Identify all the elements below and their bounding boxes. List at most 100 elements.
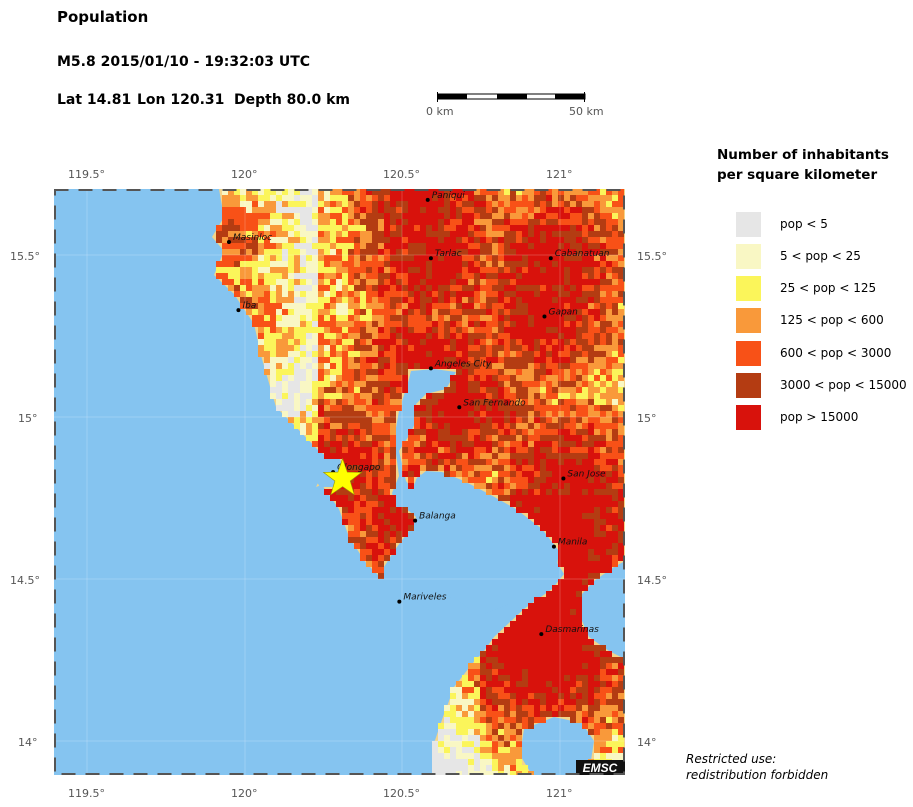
density-cell xyxy=(420,267,426,273)
density-cell xyxy=(480,417,486,423)
density-cell xyxy=(390,549,396,555)
density-cell xyxy=(342,189,348,195)
density-cell xyxy=(540,519,546,525)
density-cell xyxy=(390,243,396,249)
density-cell xyxy=(558,207,564,213)
density-cell xyxy=(546,279,552,285)
density-cell xyxy=(426,213,432,219)
density-cell xyxy=(360,309,366,315)
density-cell xyxy=(456,219,462,225)
density-cell xyxy=(552,357,558,363)
density-cell xyxy=(552,393,558,399)
density-cell xyxy=(468,693,474,699)
density-cell xyxy=(486,291,492,297)
density-cell xyxy=(564,201,570,207)
density-cell xyxy=(240,207,246,213)
density-cell xyxy=(414,201,420,207)
density-cell xyxy=(540,447,546,453)
density-cell xyxy=(324,369,330,375)
density-cell xyxy=(348,417,354,423)
density-cell xyxy=(594,543,600,549)
density-cell xyxy=(222,201,228,207)
density-cell xyxy=(540,291,546,297)
density-cell xyxy=(456,729,462,735)
density-cell xyxy=(522,405,528,411)
density-cell xyxy=(342,195,348,201)
density-cell xyxy=(354,207,360,213)
density-cell xyxy=(462,759,468,765)
density-cell xyxy=(354,447,360,453)
density-cell xyxy=(582,357,588,363)
density-cell xyxy=(462,765,468,771)
density-cell xyxy=(360,237,366,243)
density-cell xyxy=(348,375,354,381)
density-cell xyxy=(246,195,252,201)
density-cell xyxy=(234,207,240,213)
density-cell xyxy=(564,537,570,543)
density-cell xyxy=(264,195,270,201)
density-cell xyxy=(600,483,606,489)
city-dot xyxy=(548,256,553,261)
population-map[interactable]: Paniqui Masinloc Tarlac Cabanatuan Iba Gapan A… xyxy=(54,189,625,775)
density-cell xyxy=(420,435,426,441)
epicenter-star[interactable] xyxy=(322,457,363,496)
density-cell xyxy=(546,387,552,393)
density-cell xyxy=(492,489,498,495)
density-cell xyxy=(570,435,576,441)
density-cell xyxy=(402,381,408,387)
density-cell xyxy=(612,327,618,333)
density-cell xyxy=(582,273,588,279)
density-cell xyxy=(414,291,420,297)
density-cell xyxy=(342,213,348,219)
density-cell xyxy=(612,525,618,531)
density-cell xyxy=(486,303,492,309)
density-cell xyxy=(606,201,612,207)
density-cell xyxy=(468,297,474,303)
density-cell xyxy=(558,609,564,615)
density-cell xyxy=(552,711,558,717)
density-cell xyxy=(588,573,594,579)
density-cell xyxy=(342,321,348,327)
density-cell xyxy=(522,333,528,339)
density-cell xyxy=(528,675,534,681)
density-cell xyxy=(588,315,594,321)
density-cell xyxy=(336,453,342,459)
density-cell xyxy=(546,489,552,495)
density-cell xyxy=(582,231,588,237)
density-cell xyxy=(540,309,546,315)
density-cell xyxy=(576,345,582,351)
density-cell xyxy=(522,381,528,387)
density-cell xyxy=(552,207,558,213)
density-cell xyxy=(444,195,450,201)
density-cell xyxy=(300,411,306,417)
density-cell xyxy=(366,525,372,531)
density-cell xyxy=(384,249,390,255)
density-cell xyxy=(372,411,378,417)
density-cell xyxy=(426,261,432,267)
density-cell xyxy=(618,699,624,705)
density-cell xyxy=(516,699,522,705)
density-cell xyxy=(570,471,576,477)
density-cell xyxy=(330,201,336,207)
density-cell xyxy=(480,735,486,741)
density-cell xyxy=(492,195,498,201)
density-cell xyxy=(336,285,342,291)
density-cell xyxy=(594,495,600,501)
density-cell xyxy=(492,345,498,351)
density-cell xyxy=(576,225,582,231)
density-cell xyxy=(336,237,342,243)
density-cell xyxy=(564,627,570,633)
density-cell xyxy=(612,207,618,213)
density-cell xyxy=(324,303,330,309)
density-cell xyxy=(522,267,528,273)
density-cell xyxy=(390,201,396,207)
density-cell xyxy=(486,489,492,495)
density-cell xyxy=(288,399,294,405)
density-cell xyxy=(612,495,618,501)
density-cell xyxy=(558,549,564,555)
density-cell xyxy=(396,279,402,285)
density-cell xyxy=(408,303,414,309)
density-cell xyxy=(336,387,342,393)
density-cell xyxy=(300,429,306,435)
density-cell xyxy=(546,411,552,417)
